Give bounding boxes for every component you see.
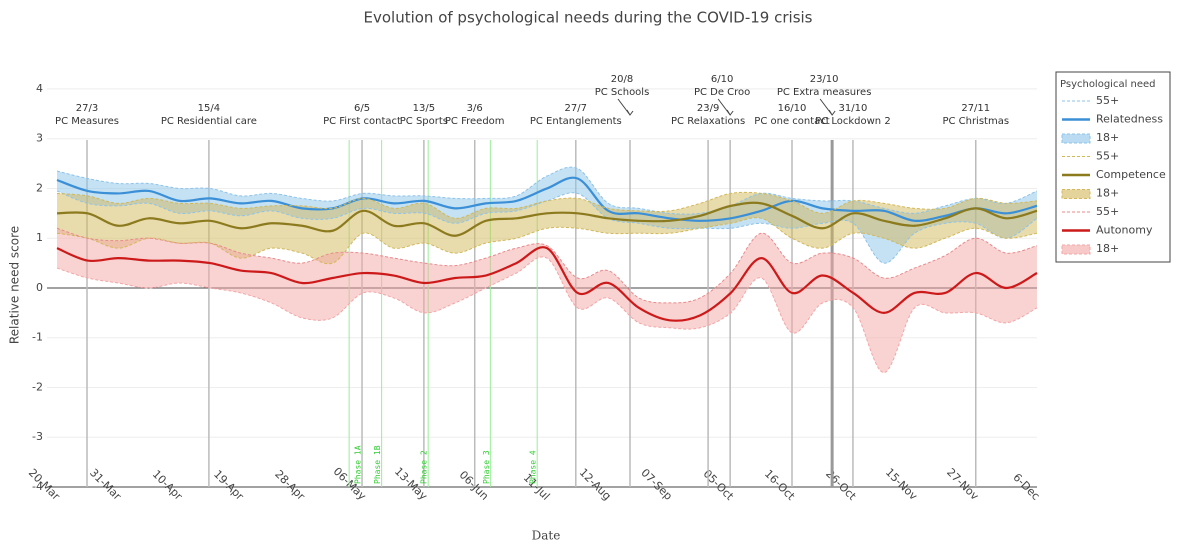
event-label: PC Residential care — [161, 116, 257, 127]
x-tick-label: 15-Nov — [883, 466, 920, 503]
x-tick-label: 07-Sep — [638, 466, 675, 503]
event-date: 6/5 — [354, 103, 370, 114]
x-tick-label: 05-Oct — [701, 467, 737, 503]
bound-line — [56, 256, 1038, 374]
legend-label: 55+ — [1096, 205, 1119, 218]
legend-label: 18+ — [1096, 242, 1119, 255]
event-date: 16/10 — [778, 103, 807, 114]
phase-label: Phase 2 — [420, 450, 429, 484]
legend-swatch — [1061, 133, 1091, 144]
y-tick-label: 4 — [36, 82, 43, 95]
legend-label: 18+ — [1096, 131, 1119, 144]
x-tick-label: 10-Apr — [150, 468, 186, 504]
band — [57, 228, 1037, 373]
legend-label: Competence — [1096, 168, 1166, 181]
event-date: 15/4 — [198, 103, 220, 114]
event-arrow — [819, 98, 836, 116]
legend-label: 55+ — [1096, 94, 1119, 107]
event-label: PC First contact — [323, 116, 401, 127]
line — [56, 201, 1038, 237]
event-date: 23/9 — [697, 103, 719, 114]
x-tick-label: 19-Apr — [211, 468, 247, 504]
event-date: 3/6 — [467, 103, 483, 114]
y-tick-label: 3 — [36, 132, 43, 145]
x-tick-label: 31-Mar — [87, 466, 124, 503]
legend-title: Psychological need — [1060, 79, 1156, 90]
y-tick-label: -2 — [32, 380, 43, 393]
event-date: 27/11 — [961, 103, 990, 114]
y-tick-label: -3 — [32, 430, 43, 443]
legend-label: Autonomy — [1096, 224, 1153, 237]
event-label: PC De Croo — [694, 87, 750, 98]
phase-label: Phase 4 — [529, 450, 538, 484]
event-arrow — [617, 98, 634, 116]
phase-label: Phase 3 — [482, 450, 491, 484]
x-axis-title: Date — [532, 529, 561, 543]
event-date: 23/10 — [810, 74, 839, 85]
y-tick-label: 1 — [36, 231, 43, 244]
event-date: 13/5 — [413, 103, 435, 114]
event-label: PC Measures — [55, 116, 119, 127]
event-label: PC one contact — [754, 116, 829, 127]
event-label: PC Sports — [400, 116, 448, 127]
phase-label: Phase 1B — [373, 445, 382, 484]
x-tick-label: 12-Aug — [577, 466, 614, 503]
chart-title: Evolution of psychological needs during … — [364, 9, 813, 27]
bound-line — [56, 191, 1038, 219]
legend-label: Relatedness — [1096, 113, 1163, 126]
event-label: PC Extra measures — [777, 87, 872, 98]
x-tick-label: 06-May — [331, 465, 369, 503]
legend-label: 55+ — [1096, 150, 1119, 163]
event-label: PC Schools — [595, 87, 650, 98]
event-label: PC Christmas — [942, 116, 1009, 127]
legend-swatch — [1061, 244, 1091, 255]
y-axis-title: Relative need score — [8, 226, 22, 344]
event-label: PC Relaxations — [671, 116, 745, 127]
event-label: PC Entanglements — [530, 116, 622, 127]
event-label: PC Lockdown 2 — [815, 116, 891, 127]
y-tick-label: 2 — [36, 181, 43, 194]
y-tick-label: -1 — [32, 331, 43, 344]
event-date: 6/10 — [711, 74, 733, 85]
event-date: 27/3 — [76, 103, 98, 114]
event-date: 27/7 — [565, 103, 587, 114]
legend-label: 18+ — [1096, 187, 1119, 200]
bound-line — [56, 217, 1038, 265]
line — [56, 246, 1038, 322]
y-tick-label: 0 — [36, 281, 43, 294]
line — [56, 176, 1038, 223]
x-tick-label: 26-Oct — [823, 467, 859, 503]
bound-line — [56, 227, 1038, 304]
bound-line — [56, 190, 1038, 264]
y-tick-label: -4 — [32, 480, 43, 493]
event-arrow — [717, 98, 734, 116]
event-date: 31/10 — [839, 103, 868, 114]
x-tick-label: 28-Apr — [272, 468, 308, 504]
event-label: PC Freedom — [445, 116, 505, 127]
legend-swatch — [1061, 189, 1091, 199]
event-date: 20/8 — [611, 74, 633, 85]
bound-line — [56, 166, 1038, 215]
phase-label: Phase 1A — [354, 445, 363, 484]
